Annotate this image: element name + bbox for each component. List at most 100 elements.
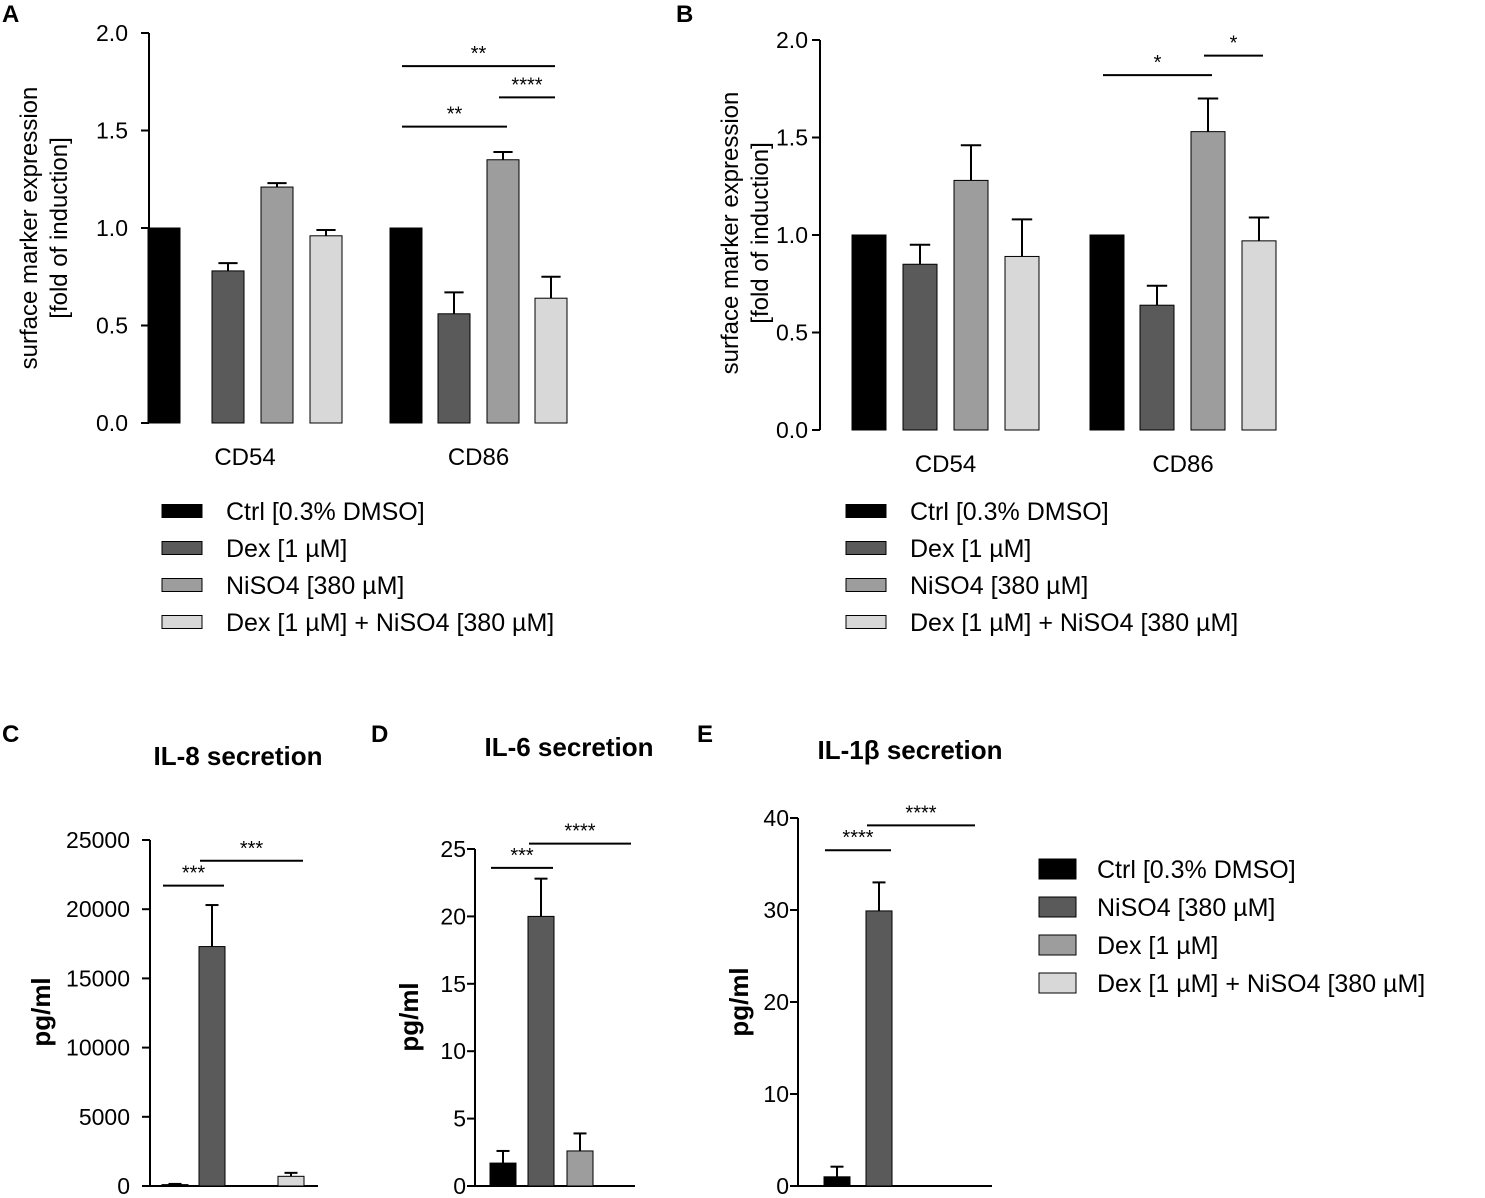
y-axis-label: surface marker expression [fold of induct… bbox=[717, 92, 774, 375]
legend-label: Dex [1 µM] + NiSO4 [380 µM] bbox=[1097, 970, 1425, 998]
legend-label: Dex [1 µM] + NiSO4 [380 µM] bbox=[910, 609, 1238, 637]
legend-swatch bbox=[845, 504, 887, 518]
y-tick-label: 0 bbox=[453, 1173, 466, 1198]
chart-title: IL-8 secretion bbox=[153, 741, 322, 771]
category-label: CD86 bbox=[1152, 451, 1213, 478]
bar bbox=[1241, 240, 1277, 431]
legend-label: Dex [1 µM] bbox=[1097, 932, 1218, 960]
legend-label: NiSO4 [380 µM] bbox=[910, 572, 1088, 600]
legend-label: Ctrl [0.3% DMSO] bbox=[910, 498, 1109, 526]
legend-swatch bbox=[845, 541, 887, 555]
legend-a: Ctrl [0.3% DMSO] Dex [1 µM] NiSO4 [380 µM]… bbox=[161, 498, 554, 637]
y-tick-label: 0.5 bbox=[776, 320, 808, 346]
y-axis-label: pg/ml bbox=[26, 977, 56, 1046]
y-axis-label: pg/ml bbox=[394, 982, 424, 1051]
bar bbox=[198, 946, 226, 1187]
bar bbox=[865, 910, 893, 1187]
bar bbox=[489, 1162, 517, 1187]
y-tick-label: 15000 bbox=[66, 965, 130, 991]
legend-swatch bbox=[161, 541, 203, 555]
significance-label: **** bbox=[511, 74, 542, 96]
y-tick-label: 0.0 bbox=[776, 417, 808, 443]
bar bbox=[1004, 255, 1040, 431]
category-label: CD54 bbox=[214, 444, 275, 471]
significance-label: **** bbox=[905, 802, 936, 824]
significance-label: *** bbox=[510, 845, 534, 867]
y-tick-label: 20000 bbox=[66, 896, 130, 922]
bar bbox=[211, 270, 245, 424]
chart-title: IL-1β secretion bbox=[818, 735, 1003, 765]
legend-label: Dex [1 µM] bbox=[226, 535, 347, 563]
y-tick-label: 5 bbox=[453, 1106, 466, 1132]
y-tick-label: 1.0 bbox=[776, 222, 808, 248]
y-tick-label: 0 bbox=[117, 1173, 130, 1198]
bar bbox=[851, 234, 887, 431]
y-tick-label: 30 bbox=[763, 897, 789, 923]
y-tick-label: 20 bbox=[440, 903, 466, 929]
legend-label: Dex [1 µM] + NiSO4 [380 µM] bbox=[226, 609, 554, 637]
chart-title: IL-6 secretion bbox=[484, 732, 653, 762]
category-label: CD86 bbox=[448, 444, 509, 471]
significance-label: ** bbox=[447, 104, 463, 126]
legend-swatch bbox=[161, 504, 203, 518]
bar bbox=[1089, 234, 1125, 431]
bar bbox=[1190, 131, 1226, 431]
bar bbox=[260, 186, 294, 424]
panel-letter: D bbox=[371, 721, 388, 748]
legend-label: NiSO4 [380 µM] bbox=[226, 572, 404, 600]
bar bbox=[486, 159, 520, 424]
legend-label: Dex [1 µM] bbox=[910, 535, 1031, 563]
legend-label: NiSO4 [380 µM] bbox=[1097, 894, 1275, 922]
y-axis-label-line: [fold of induction] bbox=[46, 137, 73, 318]
legend-swatch bbox=[1038, 896, 1077, 918]
y-tick-label: 5000 bbox=[79, 1104, 130, 1130]
significance-label: *** bbox=[240, 838, 264, 860]
bar bbox=[823, 1176, 851, 1187]
category-label: CD54 bbox=[915, 451, 976, 478]
bar bbox=[147, 227, 181, 424]
y-tick-label: 1.5 bbox=[776, 125, 808, 151]
significance-label: * bbox=[1154, 52, 1162, 74]
legend-swatch bbox=[845, 615, 887, 629]
y-tick-label: 1.5 bbox=[96, 118, 128, 144]
y-axis-label: surface marker expression [fold of induct… bbox=[16, 87, 73, 370]
y-tick-label: 25 bbox=[440, 836, 466, 862]
bar bbox=[1139, 304, 1175, 431]
y-axis-label: pg/ml bbox=[724, 967, 754, 1036]
legend-swatch bbox=[1038, 858, 1077, 880]
y-tick-label: 20 bbox=[763, 989, 789, 1015]
bar bbox=[902, 263, 938, 431]
y-tick-label: 40 bbox=[763, 805, 789, 831]
legend-cde: Ctrl [0.3% DMSO] NiSO4 [380 µM] Dex [1 µM]… bbox=[1038, 856, 1425, 998]
significance-label: **** bbox=[564, 821, 595, 843]
legend-label: Ctrl [0.3% DMSO] bbox=[1097, 856, 1296, 884]
bar bbox=[527, 915, 555, 1187]
significance-label: * bbox=[1230, 33, 1238, 55]
y-tick-label: 0.5 bbox=[96, 313, 128, 339]
significance-label: *** bbox=[182, 863, 206, 885]
bar bbox=[437, 313, 471, 424]
bar bbox=[534, 297, 568, 424]
panel-e: E IL-1β secretion pg/ml 0 10 20 30 40 **** **** bbox=[697, 721, 1002, 1198]
y-tick-label: 10000 bbox=[66, 1035, 130, 1061]
y-tick-label: 2.0 bbox=[96, 20, 128, 46]
legend-swatch bbox=[1038, 972, 1077, 994]
y-axis-label-line: surface marker expression bbox=[16, 87, 43, 370]
y-axis-label-line: surface marker expression bbox=[717, 92, 744, 375]
panel-letter: B bbox=[676, 1, 693, 28]
legend-swatch bbox=[161, 615, 203, 629]
y-tick-label: 2.0 bbox=[776, 27, 808, 53]
legend-b: Ctrl [0.3% DMSO] Dex [1 µM] NiSO4 [380 µM]… bbox=[845, 498, 1238, 637]
y-tick-label: 1.0 bbox=[96, 215, 128, 241]
y-tick-label: 25000 bbox=[66, 827, 130, 853]
y-tick-label: 15 bbox=[440, 971, 466, 997]
y-tick-label: 0 bbox=[776, 1173, 789, 1198]
y-axis-label-line: [fold of induction] bbox=[747, 142, 774, 323]
y-tick-label: 0.0 bbox=[96, 410, 128, 436]
bar bbox=[566, 1150, 594, 1187]
panel-letter: E bbox=[697, 721, 713, 748]
